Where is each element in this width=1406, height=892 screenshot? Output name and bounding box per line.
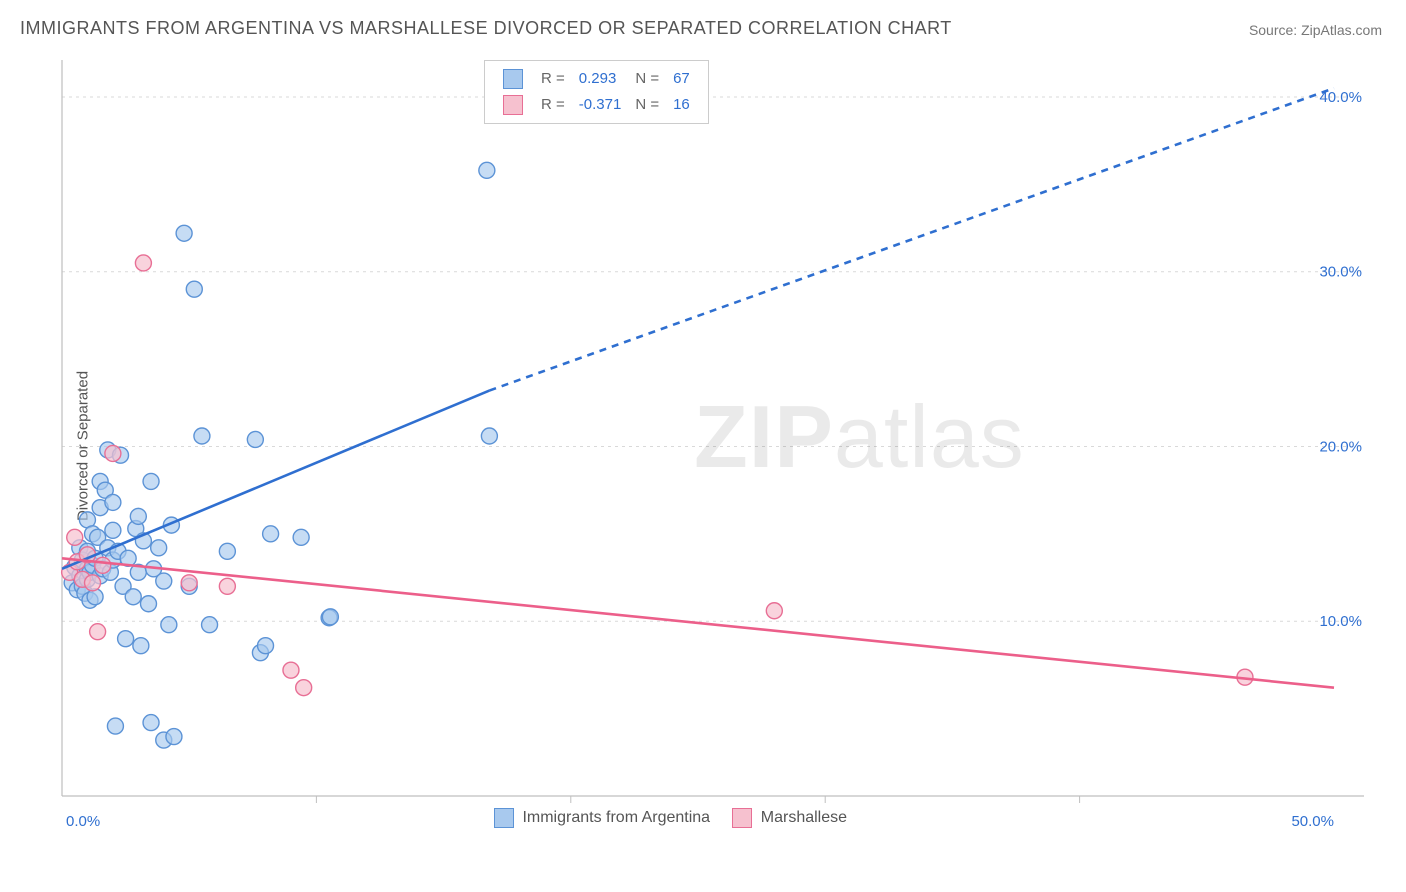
legend-row: R =0.293N =67 xyxy=(497,67,696,91)
scatter-chart: 10.0%20.0%30.0%40.0%0.0%50.0% xyxy=(54,56,1374,836)
svg-text:0.0%: 0.0% xyxy=(66,813,100,830)
legend-swatch xyxy=(494,808,514,828)
legend-series-label: Marshallese xyxy=(761,809,847,826)
legend-row: R =-0.371N =16 xyxy=(497,93,696,117)
svg-text:30.0%: 30.0% xyxy=(1319,264,1362,281)
chart-title: IMMIGRANTS FROM ARGENTINA VS MARSHALLESE… xyxy=(20,18,952,39)
series-legend: Immigrants from Argentina Marshallese xyxy=(494,808,847,828)
chart-plot-area: 10.0%20.0%30.0%40.0%0.0%50.0% ZIPatlas R… xyxy=(54,56,1374,836)
legend-swatch xyxy=(732,808,752,828)
source-attribution: Source: ZipAtlas.com xyxy=(1249,22,1382,38)
source-label: Source: xyxy=(1249,22,1301,38)
source-name: ZipAtlas.com xyxy=(1301,22,1382,38)
svg-text:50.0%: 50.0% xyxy=(1291,813,1334,830)
legend-swatch xyxy=(503,69,523,89)
correlation-legend: R =0.293N =67R =-0.371N =16 xyxy=(484,60,709,124)
svg-text:10.0%: 10.0% xyxy=(1319,613,1362,630)
legend-series-label: Immigrants from Argentina xyxy=(522,809,710,826)
legend-table: R =0.293N =67R =-0.371N =16 xyxy=(495,65,698,119)
svg-text:20.0%: 20.0% xyxy=(1319,438,1362,455)
legend-swatch xyxy=(503,95,523,115)
